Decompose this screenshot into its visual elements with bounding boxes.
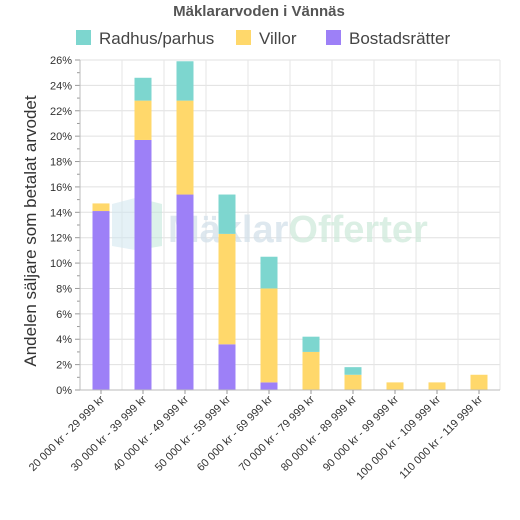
bar-villor [218,233,236,345]
watermark-part2: Offerter [288,209,428,251]
bar-villor [302,351,320,390]
legend-swatch [326,30,341,45]
y-axis-label: Andelen säljare som betalat arvodet [21,95,40,366]
bar-radhus-parhus [134,77,152,101]
legend-label: Radhus/parhus [99,29,214,48]
x-tick-label: 70 000 kr - 79 999 kr [237,393,317,473]
bar-villor [92,203,110,212]
bar-villor [134,100,152,140]
x-tick-label: 30 000 kr - 39 999 kr [69,393,149,473]
y-tick-label: 18% [50,157,72,169]
y-tick-label: 14% [50,207,72,219]
bar-radhus-parhus [344,367,362,375]
chart-title: Mäklararvoden i Vännäs [173,3,345,20]
watermark: MäklarOfferter [112,198,428,251]
x-tick-label: 80 000 kr - 89 999 kr [279,393,359,473]
x-tick-label: 40 000 kr - 49 999 kr [111,393,191,473]
y-tick-label: 0% [56,385,72,397]
bar-bostadsr-tter [92,211,110,390]
bar-radhus-parhus [176,61,194,101]
legend-item-villor[interactable]: Villor [236,29,297,48]
legend-swatch [76,30,91,45]
bars [92,61,488,390]
legend-label: Villor [259,29,297,48]
bar-villor [176,100,194,195]
x-tick-label: 60 000 kr - 69 999 kr [195,393,275,473]
bar-villor [428,382,446,390]
y-tick-label: 10% [50,258,72,270]
bar-villor [386,382,404,390]
y-tick-label: 24% [50,80,72,92]
bar-bostadsr-tter [218,344,236,390]
bar-bostadsr-tter [134,139,152,390]
legend-label: Bostadsrätter [349,29,450,48]
y-tick-label: 6% [56,309,72,321]
watermark-logo-icon [112,198,135,250]
bar-villor [260,288,278,383]
legend-item-bostadsr-tter[interactable]: Bostadsrätter [326,29,450,48]
legend: Radhus/parhus Villor Bostadsrätter [76,29,450,48]
y-tick-label: 26% [50,55,72,67]
x-tick-label: 20 000 kr - 29 999 kr [27,393,107,473]
y-tick-label: 20% [50,131,72,143]
y-tick-label: 16% [50,182,72,194]
y-tick-label: 8% [56,283,72,295]
y-tick-label: 22% [50,106,72,118]
legend-item-radhus-parhus[interactable]: Radhus/parhus [76,29,214,48]
x-tick-label: 90 000 kr - 99 999 kr [321,393,401,473]
y-tick-label: 2% [56,360,72,372]
x-tick-label: 50 000 kr - 59 999 kr [153,393,233,473]
y-tick-label: 4% [56,334,72,346]
watermark-text: MäklarOfferter [168,209,428,251]
x-tick-label: 110 000 kr - 119 999 kr [397,393,485,481]
bar-villor [344,374,362,390]
legend-swatch [236,30,251,45]
bar-villor [470,374,488,390]
bar-bostadsr-tter [176,194,194,390]
x-tick-label: 100 000 kr - 109 999 kr [354,393,443,482]
bar-bostadsr-tter [260,382,278,390]
bar-radhus-parhus [260,256,278,289]
y-tick-label: 12% [50,233,72,245]
y-axis: 0% 2% 4% 6% 8% 10% 12% 14% 16% 18% 20% 22% 24% 26% [50,55,81,397]
bar-radhus-parhus [218,194,236,234]
bar-radhus-parhus [302,336,320,352]
